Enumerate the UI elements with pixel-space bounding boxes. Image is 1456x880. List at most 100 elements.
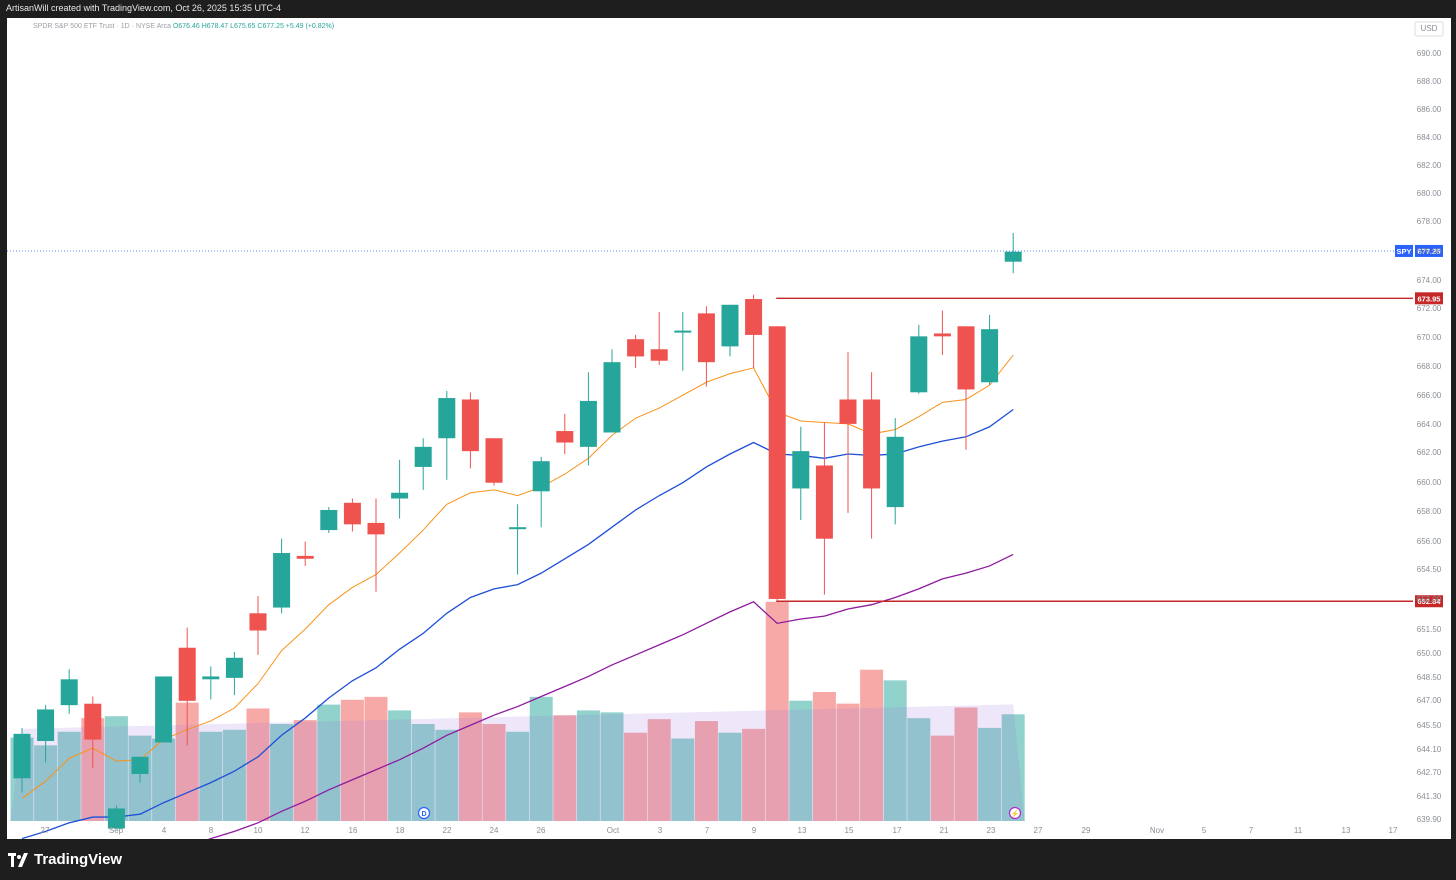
candle-body: [674, 330, 692, 333]
marker-layer: D ⚡: [417, 806, 1022, 820]
last-price-label: 677.25: [1418, 247, 1441, 256]
volume-bar: [222, 729, 246, 821]
volume-bar: [246, 708, 270, 821]
candle-body: [745, 299, 763, 335]
y-tick-label: 666.00: [1417, 391, 1442, 400]
candle-body: [155, 676, 173, 743]
chart-frame[interactable]: 673.95 652.84 SPY 677.25 USD 690.00 688.00 686…: [7, 18, 1451, 839]
x-tick-label: 17: [1389, 826, 1398, 835]
candle-body: [933, 333, 951, 337]
candle-body: [910, 336, 928, 393]
volume-bar: [529, 696, 553, 821]
price-level-label: 652.84: [1418, 597, 1442, 606]
y-tick-label: 664.00: [1417, 420, 1442, 429]
candle-body: [343, 502, 361, 525]
candle-body: [485, 438, 503, 483]
candle-body: [414, 446, 432, 467]
volume-bar: [506, 731, 530, 821]
x-tick-label: 23: [987, 826, 996, 835]
x-tick-label: 3: [658, 826, 663, 835]
candle-body: [13, 733, 31, 779]
volume-bar: [199, 731, 223, 821]
x-tick-label: 4: [162, 826, 167, 835]
volume-ma-layer: [10, 704, 1025, 821]
x-tick-label: 12: [301, 826, 310, 835]
y-tick-label: 668.00: [1417, 362, 1442, 371]
volume-bar: [435, 729, 459, 821]
y-tick-label: 654.50: [1417, 565, 1442, 574]
marker-label: D: [421, 811, 426, 818]
candle-body: [509, 527, 527, 530]
volume-bar: [482, 724, 506, 821]
y-tick-label: 653.00: [1417, 595, 1442, 604]
symbol-tag: [1395, 244, 1413, 257]
y-tick-label: 650.00: [1417, 649, 1442, 658]
symbol-legend: SPDR S&P 500 ETF Trust · 1D · NYSE Arca …: [33, 23, 334, 30]
x-tick-label: 27: [41, 826, 50, 835]
candle-body: [320, 509, 338, 531]
x-tick-label: 18: [396, 826, 405, 835]
brand-name: TradingView: [34, 851, 123, 868]
chart-svg[interactable]: 673.95 652.84 SPY 677.25 USD 690.00 688.00 686…: [7, 18, 1451, 839]
volume-bar: [907, 718, 931, 821]
x-tick-label: 8: [209, 826, 214, 835]
candle-body: [768, 326, 786, 599]
volume-bar: [812, 691, 836, 821]
volume-bar: [836, 703, 860, 821]
candle-body: [532, 461, 550, 492]
candle-body: [556, 431, 574, 443]
bottom-bar: [0, 840, 1456, 880]
y-tick-label: 642.70: [1417, 768, 1442, 777]
candle-body: [273, 553, 291, 608]
x-tick-label: Oct: [607, 826, 620, 835]
y-tick-label: 678.00: [1417, 217, 1442, 226]
candle-body: [391, 492, 409, 499]
volume-bar: [671, 738, 695, 821]
volume-bar: [694, 721, 718, 821]
volume-bar: [388, 710, 412, 821]
y-tick-label: 684.00: [1417, 133, 1442, 142]
candle-body: [603, 362, 621, 433]
x-tick-label: 13: [1342, 826, 1351, 835]
candle-body: [886, 436, 904, 508]
y-tick-label: 651.50: [1417, 625, 1442, 634]
marker-label: ⚡: [1011, 809, 1020, 818]
volume-bar: [270, 724, 294, 821]
volume-bar: [765, 601, 789, 821]
price-level-tag: [1415, 292, 1443, 305]
volume-bar: [340, 699, 364, 821]
candle-body: [367, 522, 385, 535]
currency-label: USD: [1421, 24, 1438, 33]
volume-bar: [104, 716, 128, 821]
axis-layer: USD 690.00 688.00 686.00 684.00 682.00 680.00 6…: [41, 21, 1444, 835]
dividend-marker-icon: [417, 806, 431, 820]
last-price-tag: [1415, 244, 1443, 257]
creator-line: ArtisanWill created with TradingView.com…: [6, 3, 281, 13]
ohlc-values: O676.46 H678.47 L675.65 C677.25 +5.49 (+…: [172, 23, 335, 30]
candle-body: [721, 304, 739, 347]
price-level-tag: [1415, 595, 1443, 608]
candle-body: [107, 808, 125, 829]
y-tick-label: 690.00: [1417, 49, 1442, 58]
candle-body: [225, 657, 243, 678]
volume-bar: [1001, 714, 1025, 821]
volume-bar: [860, 669, 884, 821]
volume-bar: [647, 719, 671, 821]
x-tick-label: 27: [1034, 826, 1043, 835]
x-tick-label: 15: [845, 826, 854, 835]
y-tick-label: 682.00: [1417, 161, 1442, 170]
y-tick-label: 680.00: [1417, 189, 1442, 198]
x-tick-label: Sep: [109, 826, 124, 835]
y-tick-label: 647.00: [1417, 696, 1442, 705]
volume-bar: [742, 728, 766, 821]
candle-body: [839, 399, 857, 424]
candle-body: [957, 326, 975, 390]
volume-bar: [364, 696, 388, 821]
symbol-tag-label: SPY: [1396, 247, 1411, 256]
volume-bar: [411, 724, 435, 821]
y-tick-label: 674.00: [1417, 276, 1442, 285]
volume-bar: [293, 720, 317, 821]
volume-bar: [458, 712, 482, 821]
x-tick-label: 13: [798, 826, 807, 835]
x-tick-label: 7: [1249, 826, 1254, 835]
